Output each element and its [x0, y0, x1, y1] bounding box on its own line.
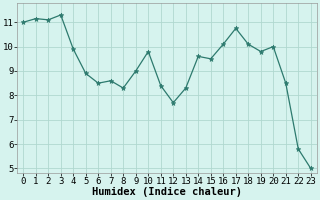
X-axis label: Humidex (Indice chaleur): Humidex (Indice chaleur): [92, 187, 242, 197]
